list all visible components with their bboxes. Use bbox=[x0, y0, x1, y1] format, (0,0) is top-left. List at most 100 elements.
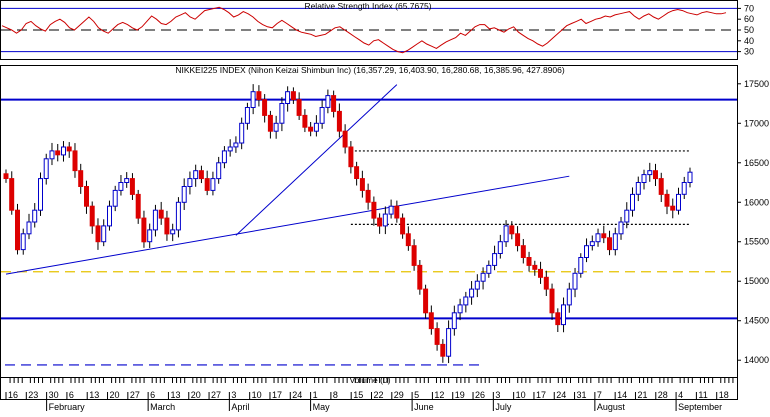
candle-body bbox=[290, 91, 296, 101]
x-day-label: 4 bbox=[678, 390, 683, 400]
candle-body bbox=[49, 150, 55, 160]
candle-body bbox=[210, 178, 216, 191]
candle-body bbox=[267, 114, 273, 132]
candle-body bbox=[359, 178, 365, 191]
candle-body bbox=[84, 186, 89, 207]
candle-body bbox=[423, 288, 429, 314]
x-day-label: 17 bbox=[536, 390, 546, 400]
candle-body bbox=[239, 122, 245, 144]
candle-body bbox=[555, 312, 561, 326]
candle-body bbox=[158, 209, 164, 219]
candle-body bbox=[187, 178, 193, 188]
price-trendline bbox=[5, 175, 570, 275]
candle-body bbox=[664, 193, 670, 207]
candle-body bbox=[308, 126, 314, 132]
x-day-label: 16 bbox=[8, 390, 18, 400]
candle-body bbox=[434, 328, 440, 345]
candle-body bbox=[411, 245, 417, 266]
candle-body bbox=[480, 272, 486, 282]
candle-body bbox=[15, 209, 20, 251]
candle-body bbox=[164, 217, 170, 235]
candle-body bbox=[124, 178, 130, 184]
candle-body bbox=[3, 173, 9, 180]
x-day-label: 8 bbox=[333, 390, 338, 400]
x-month-label: May bbox=[313, 402, 331, 412]
candle-body bbox=[635, 182, 641, 195]
candle-body bbox=[388, 205, 394, 215]
candle-body bbox=[687, 171, 693, 183]
price-tick-label: 17000 bbox=[744, 118, 769, 128]
candle-body bbox=[32, 209, 38, 223]
x-month-label: February bbox=[49, 402, 86, 412]
candle-body bbox=[279, 103, 285, 124]
candle-body bbox=[55, 150, 61, 156]
candle-body bbox=[532, 264, 538, 270]
candle-body bbox=[584, 245, 589, 258]
x-day-label: 15 bbox=[353, 390, 363, 400]
candle-body bbox=[681, 182, 687, 195]
candle-body bbox=[204, 178, 210, 191]
candle-body bbox=[38, 178, 43, 211]
candle-body bbox=[428, 312, 434, 330]
candle-body bbox=[175, 201, 181, 231]
x-day-label: 3 bbox=[231, 390, 236, 400]
candle-body bbox=[538, 268, 543, 278]
candle-body bbox=[497, 241, 503, 254]
x-month-label: September bbox=[678, 402, 722, 412]
candle-body bbox=[400, 217, 406, 235]
candle-body bbox=[607, 237, 612, 251]
x-day-label: 30 bbox=[49, 390, 59, 400]
rsi-title: Relative Strength Index (65.7675) bbox=[304, 1, 431, 11]
candle-body bbox=[221, 150, 227, 164]
candle-body bbox=[377, 217, 383, 227]
candle-body bbox=[348, 146, 354, 168]
candle-body bbox=[43, 158, 49, 180]
candle-body bbox=[520, 245, 526, 258]
x-day-label: 27 bbox=[211, 390, 221, 400]
candle-body bbox=[440, 343, 446, 357]
x-day-label: 21 bbox=[637, 390, 647, 400]
candle-body bbox=[354, 166, 360, 179]
candle-body bbox=[227, 146, 233, 152]
candle-body bbox=[20, 233, 26, 251]
x-month-label: June bbox=[414, 402, 434, 412]
price-tick-label: 17500 bbox=[744, 79, 769, 89]
candle-body bbox=[561, 304, 566, 326]
candle-body bbox=[325, 95, 331, 108]
candle-body bbox=[647, 170, 653, 176]
candle-body bbox=[313, 122, 319, 132]
candle-body bbox=[394, 205, 400, 219]
x-day-label: 1 bbox=[313, 390, 318, 400]
price-trendline bbox=[235, 84, 398, 236]
price-tick-label: 15500 bbox=[744, 237, 769, 247]
price-tick-label: 16500 bbox=[744, 158, 769, 168]
x-day-label: 23 bbox=[28, 390, 38, 400]
rsi-tick-label: 30 bbox=[744, 47, 754, 57]
x-day-label: 18 bbox=[719, 390, 729, 400]
candle-body bbox=[95, 225, 101, 243]
x-day-label: 13 bbox=[170, 390, 180, 400]
x-day-label: 14 bbox=[617, 390, 627, 400]
x-day-label: 27 bbox=[130, 390, 140, 400]
candle-body bbox=[89, 205, 95, 227]
x-day-label: 31 bbox=[577, 390, 587, 400]
candle-body bbox=[492, 253, 498, 266]
x-day-label: 3 bbox=[495, 390, 500, 400]
x-day-label: 6 bbox=[150, 390, 155, 400]
rsi-tick-label: 60 bbox=[744, 14, 754, 24]
candle-body bbox=[612, 233, 618, 251]
candle-body bbox=[170, 229, 176, 235]
candle-body bbox=[618, 221, 624, 235]
x-day-label: 10 bbox=[252, 390, 262, 400]
candle-body bbox=[129, 178, 135, 195]
candle-body bbox=[486, 264, 492, 274]
candle-body bbox=[319, 107, 325, 124]
x-day-label: 20 bbox=[110, 390, 120, 400]
candle-body bbox=[653, 170, 658, 180]
x-day-label: 29 bbox=[394, 390, 404, 400]
x-month-label: March bbox=[150, 402, 175, 412]
candle-body bbox=[66, 146, 72, 152]
x-day-label: 6 bbox=[69, 390, 74, 400]
